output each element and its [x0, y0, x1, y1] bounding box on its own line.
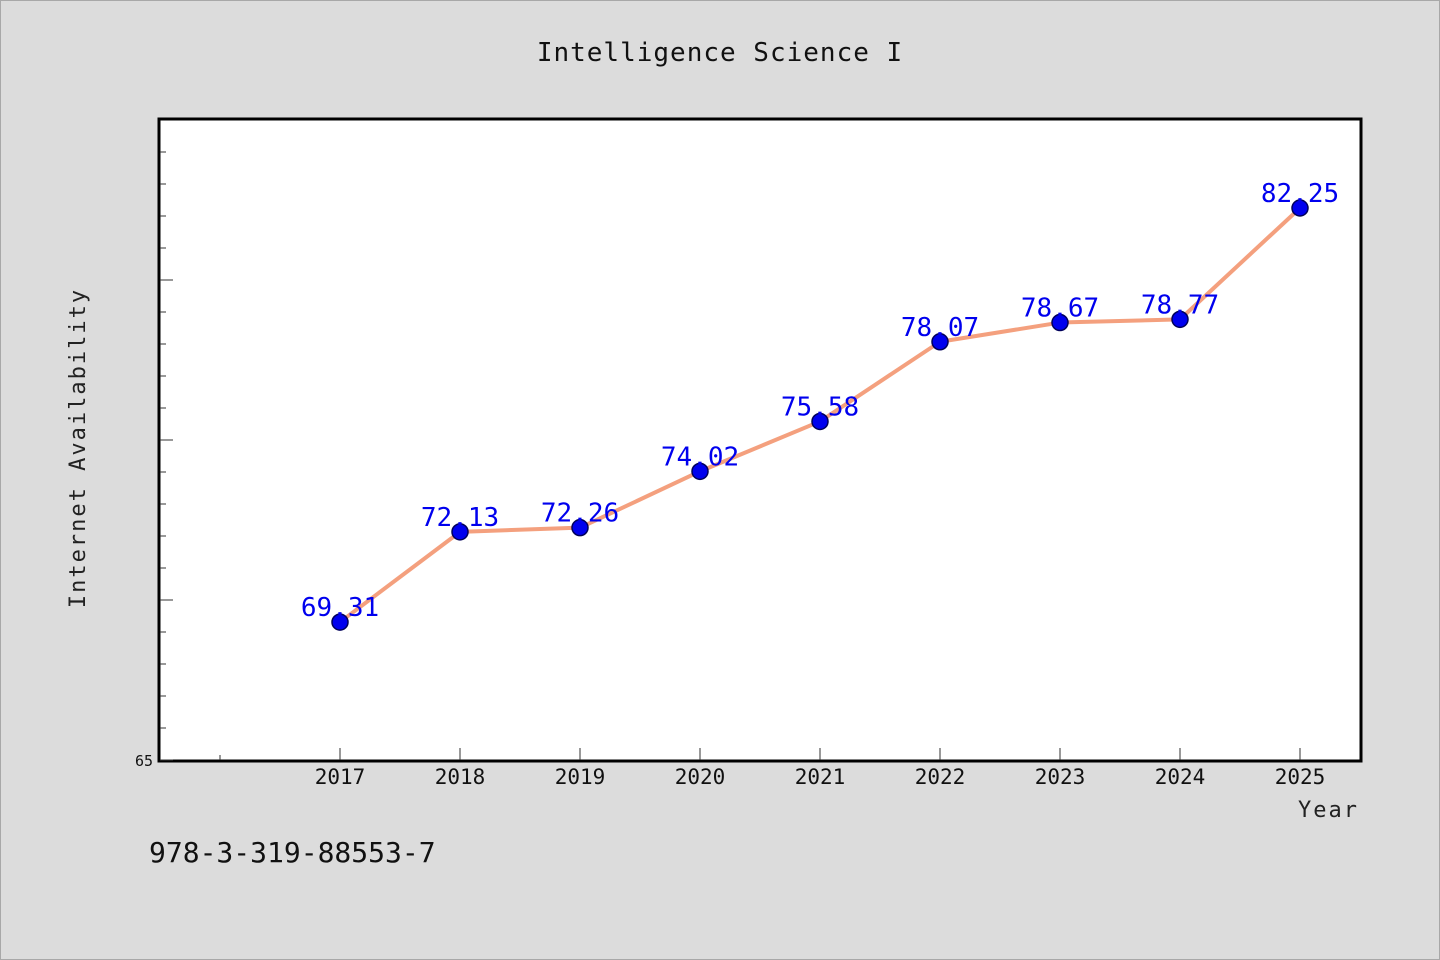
- data-label: 69.31: [301, 593, 379, 623]
- data-point: [811, 412, 829, 431]
- y-axis-title: Internet Availability: [66, 288, 91, 608]
- y-axis-ticks: [160, 151, 173, 761]
- data-label: 75.58: [781, 392, 859, 422]
- x-tick-label: 2024: [1155, 765, 1206, 789]
- chart-title: Intelligence Science I: [537, 38, 903, 68]
- data-label: 78.77: [1141, 290, 1219, 320]
- data-label: 72.26: [541, 499, 619, 529]
- data-label: 78.67: [1021, 294, 1099, 324]
- data-point: [931, 333, 949, 351]
- data-point: [571, 518, 589, 537]
- y-tick-label-min: 65: [135, 752, 153, 770]
- footer-identifier: 978-3-319-88553-7: [149, 836, 436, 869]
- data-label: 74.02: [661, 442, 739, 472]
- data-label: 72.13: [421, 503, 499, 533]
- data-point: [1291, 199, 1309, 217]
- x-tick-label: 2022: [915, 765, 966, 789]
- data-label: 78.07: [901, 313, 979, 343]
- x-tick-label: 2021: [795, 765, 846, 789]
- x-tick-label: 2017: [315, 765, 366, 789]
- x-axis-ticks: 2017 2018 2019 2020 2021 2022 2023 2024 2025: [219, 748, 1326, 789]
- data-labels: 69.31 72.13 72.26 74.02 75.58 78.07 78.67 78.77…: [301, 179, 1339, 623]
- data-point: [1171, 310, 1189, 329]
- x-axis-title: Year: [1298, 798, 1359, 823]
- x-tick-label: 2020: [675, 765, 726, 789]
- x-tick-label: 2025: [1275, 765, 1326, 789]
- data-point: [691, 462, 709, 481]
- series-layer: [331, 199, 1309, 631]
- x-tick-label: 2023: [1035, 765, 1086, 789]
- x-tick-label: 2019: [555, 765, 606, 789]
- data-label: 82.25: [1261, 179, 1339, 209]
- x-tick-label: 2018: [435, 765, 486, 789]
- data-point: [451, 523, 469, 541]
- data-point: [1051, 313, 1069, 332]
- plot-area: [157, 117, 1363, 763]
- data-point: [331, 613, 349, 631]
